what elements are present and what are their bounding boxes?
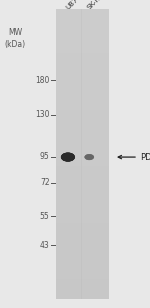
Ellipse shape (61, 152, 75, 162)
Text: U87-MG: U87-MG (65, 0, 90, 11)
Ellipse shape (61, 153, 74, 161)
Ellipse shape (85, 155, 93, 160)
Text: PDE4B: PDE4B (140, 152, 150, 162)
Text: 130: 130 (35, 110, 50, 120)
Ellipse shape (62, 153, 74, 161)
Text: MW: MW (8, 28, 22, 37)
Text: (kDa): (kDa) (4, 40, 26, 49)
Ellipse shape (61, 152, 75, 162)
Ellipse shape (85, 154, 94, 160)
Ellipse shape (85, 154, 94, 160)
Ellipse shape (62, 153, 74, 161)
Ellipse shape (61, 153, 75, 161)
Ellipse shape (85, 154, 94, 160)
Text: 72: 72 (40, 178, 50, 188)
Text: 55: 55 (40, 212, 50, 221)
Ellipse shape (84, 154, 94, 160)
Ellipse shape (85, 154, 94, 160)
Ellipse shape (61, 153, 75, 161)
Text: 95: 95 (40, 152, 50, 161)
Ellipse shape (85, 155, 93, 160)
Ellipse shape (61, 153, 75, 161)
Ellipse shape (61, 153, 75, 161)
Text: 180: 180 (35, 76, 50, 85)
Ellipse shape (84, 154, 94, 160)
Ellipse shape (62, 153, 74, 161)
Text: 43: 43 (40, 241, 50, 250)
Text: SK-N-SH: SK-N-SH (85, 0, 111, 11)
